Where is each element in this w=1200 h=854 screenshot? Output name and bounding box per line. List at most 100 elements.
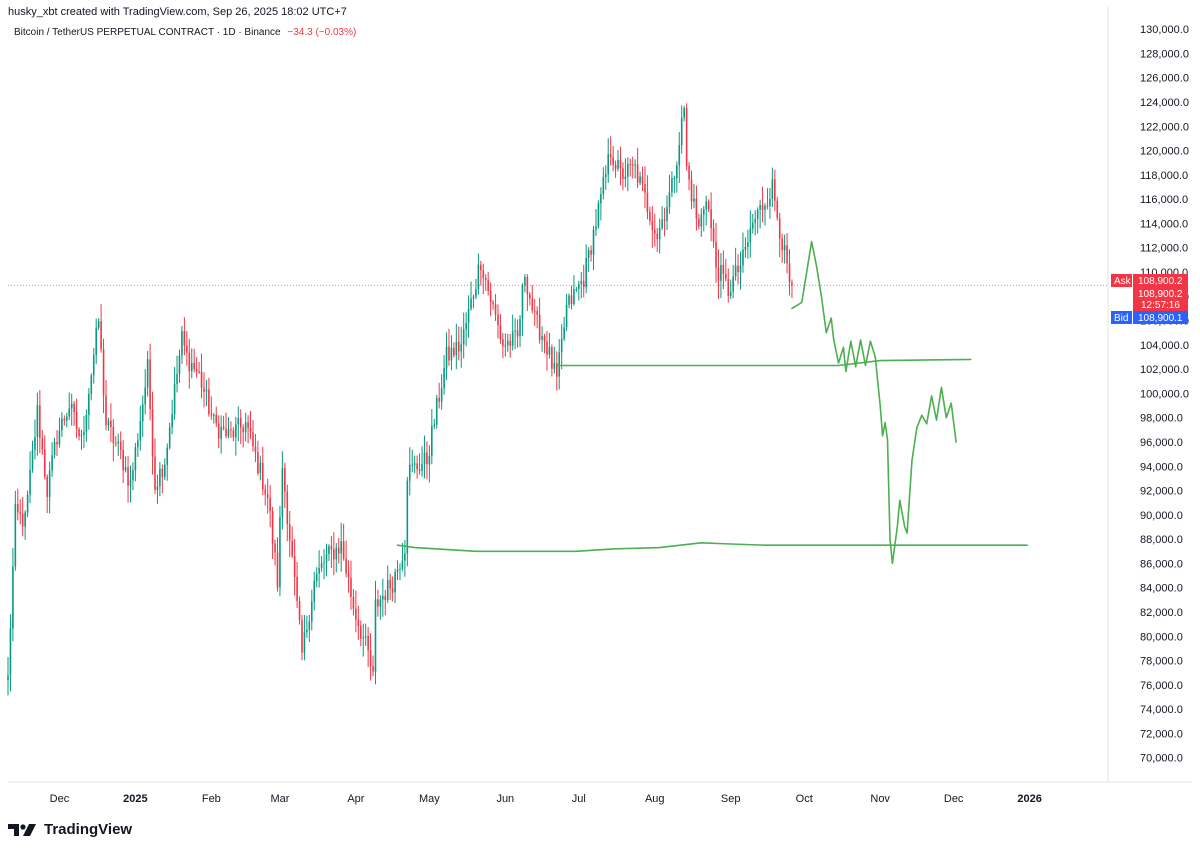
candle-body [609, 154, 612, 158]
candle-body [310, 601, 313, 622]
price-tick-label: 120,000.0 [1140, 146, 1189, 158]
candle-body [710, 209, 712, 229]
candle-body [301, 620, 303, 653]
candle-body [286, 491, 289, 525]
candle-body [470, 298, 472, 309]
forecast-path[interactable] [791, 240, 957, 565]
candle-body [401, 560, 404, 569]
candle-body [235, 424, 237, 438]
price-tick-label: 82,000.0 [1140, 607, 1183, 619]
candle-body [698, 218, 700, 227]
candle-body [639, 176, 641, 183]
candle-body [367, 636, 369, 651]
candle-body [124, 467, 127, 471]
candle-body [210, 414, 213, 416]
candle-body [742, 249, 744, 266]
candle-body [455, 341, 458, 356]
candle-body [212, 414, 215, 416]
candle-body [391, 588, 394, 593]
candle-body [88, 393, 90, 415]
candle-body [264, 489, 267, 495]
candle-body [117, 441, 120, 444]
candle-body [24, 512, 26, 527]
price-tick-label: 84,000.0 [1140, 583, 1183, 595]
price-tick-label: 104,000.0 [1140, 340, 1189, 352]
candle-body [379, 599, 382, 607]
support-line-102k[interactable] [555, 358, 972, 367]
candle-body [499, 324, 502, 340]
candle-body [480, 264, 482, 271]
candle-body [254, 446, 257, 452]
candle-body [511, 331, 514, 346]
candle-body [217, 423, 220, 439]
candle-body [519, 318, 521, 337]
candle-body [68, 408, 71, 417]
price-tick-label: 94,000.0 [1140, 461, 1183, 473]
candle-body [279, 517, 281, 588]
candle-body [85, 414, 88, 432]
candle-body [751, 222, 754, 229]
candle-body [475, 289, 477, 297]
candle-body [369, 650, 372, 667]
candle-body [788, 263, 791, 283]
support-line-87k[interactable] [396, 541, 1028, 553]
price-tick-label: 70,000.0 [1140, 753, 1183, 765]
candle-body [26, 494, 29, 513]
candle-body [791, 282, 793, 286]
candle-body [14, 504, 17, 567]
symbol-legend: Bitcoin / TetherUS PERPETUAL CONTRACT · … [14, 27, 356, 38]
candle-body [673, 178, 676, 180]
candle-body [176, 373, 178, 385]
candle-body [560, 338, 563, 353]
candle-body [274, 543, 276, 553]
candle-body [580, 281, 583, 284]
tradingview-brand: TradingView [44, 821, 133, 838]
candle-body [538, 314, 541, 340]
candle-body [92, 355, 95, 376]
candle-body [200, 371, 203, 388]
candle-body [783, 245, 786, 251]
candle-body [355, 608, 357, 620]
candle-body [242, 427, 244, 433]
candle-body [129, 480, 132, 486]
time-tick-label: 2025 [123, 793, 147, 805]
candle-body [700, 214, 703, 227]
ask-value: 108,900.2 [1138, 276, 1183, 287]
candle-body [161, 468, 164, 478]
candle-body [404, 553, 406, 561]
candle-body [651, 220, 654, 230]
candle-body [423, 452, 426, 464]
candle-body [502, 339, 504, 347]
candle-body [607, 154, 610, 175]
candle-body [215, 414, 218, 424]
candle-body [139, 421, 142, 441]
candle-body [151, 409, 154, 457]
candle-body [333, 549, 335, 560]
candle-body [521, 285, 524, 319]
candle-body [41, 438, 44, 450]
candle-body [592, 229, 595, 255]
candle-body [690, 179, 693, 202]
candle-body [122, 449, 124, 471]
candle-body [266, 494, 269, 498]
candle-body [31, 450, 34, 471]
candle-body [739, 265, 742, 273]
candle-body [656, 233, 659, 239]
time-tick-label: 2026 [1017, 793, 1041, 805]
price-tick-label: 122,000.0 [1140, 121, 1189, 133]
candle-body [193, 363, 195, 370]
candle-body [524, 277, 526, 286]
tradingview-logo[interactable]: TradingView [8, 821, 132, 838]
candle-body [514, 330, 516, 332]
candle-body [411, 464, 414, 466]
candle-body [271, 511, 274, 544]
candle-body [100, 321, 102, 350]
candle-body [516, 330, 519, 337]
candle-body [433, 424, 436, 426]
candle-body [83, 431, 85, 436]
candle-body [389, 580, 391, 589]
candle-body [134, 447, 137, 471]
candle-body [766, 205, 769, 207]
price-tick-label: 114,000.0 [1140, 218, 1188, 230]
